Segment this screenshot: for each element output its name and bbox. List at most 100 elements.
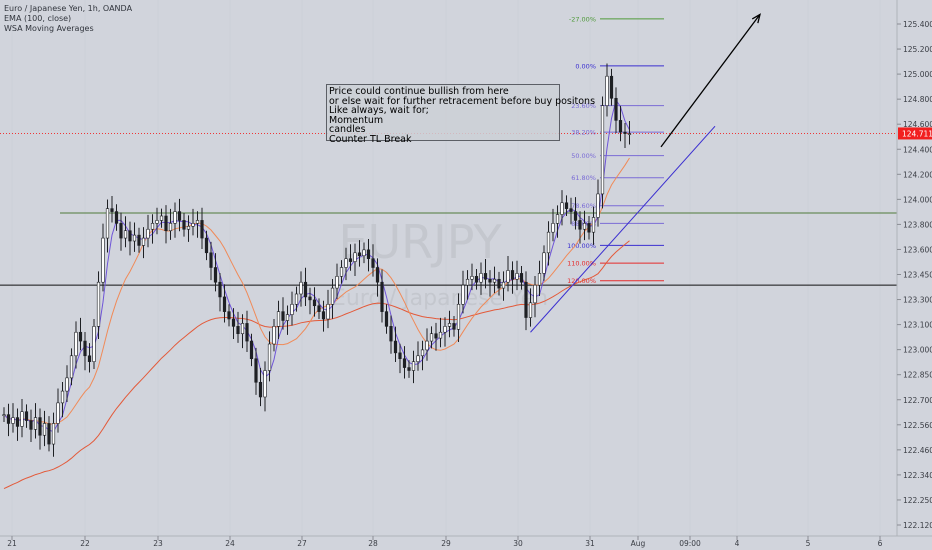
candle-body	[42, 423, 47, 436]
candle-body	[213, 267, 218, 283]
candle-body	[155, 220, 159, 224]
indicator-wsa[interactable]: WSA Moving Averages	[4, 24, 94, 33]
price-tick-label: 122.700	[903, 396, 932, 405]
candle-body	[258, 381, 263, 398]
price-tick-label: 124.600	[903, 120, 932, 129]
candle-body	[33, 417, 38, 430]
candle-body	[69, 355, 74, 379]
candle-body	[591, 217, 596, 233]
candle-body	[254, 358, 258, 383]
price-tick-label: 123.450	[903, 271, 932, 280]
candle-body	[420, 349, 425, 357]
candle-body	[245, 323, 249, 342]
candle-body	[510, 270, 515, 280]
candle-body	[474, 276, 479, 283]
candle-body	[132, 234, 137, 242]
annotation-line: candles	[329, 124, 366, 136]
candle-body	[362, 249, 366, 257]
candle-body	[384, 311, 389, 327]
annotation-line: Counter TL Break	[329, 133, 412, 145]
candle-body	[560, 202, 564, 215]
candle-body	[596, 193, 600, 218]
candle-body	[555, 214, 560, 224]
fib-level-label: 0.00%	[575, 62, 596, 70]
candle-body	[402, 358, 407, 368]
candle-body	[164, 215, 168, 232]
price-tick-label: 122.460	[903, 446, 932, 455]
time-axis[interactable]: 21 22 23 24 27 28 29 30 31 Aug 09:00 4 5 6	[7, 536, 883, 548]
candle-body	[11, 417, 15, 424]
price-tick-label: 122.560	[903, 421, 932, 430]
time-tick-label: 31	[585, 539, 595, 548]
candle-body	[497, 278, 501, 289]
candle-body	[416, 355, 420, 362]
candle-body	[519, 273, 524, 283]
current-price-tag	[898, 127, 932, 140]
candle-body	[123, 230, 128, 239]
candle-body	[177, 211, 182, 221]
price-tick-label: 122.250	[903, 496, 932, 505]
candle-body	[470, 276, 474, 280]
time-tick-label: 09:00	[679, 539, 701, 548]
candle-body	[546, 231, 551, 254]
candle-body	[317, 305, 321, 312]
candle-body	[389, 326, 393, 342]
fib-level-label: 100.00%	[567, 242, 596, 250]
candle-body	[47, 423, 51, 445]
candle-body	[614, 97, 618, 121]
candle-body	[56, 402, 60, 424]
chart-legend: Euro / Japanese Yen, 1h, OANDA EMA (100,…	[4, 4, 132, 34]
candle-body	[371, 258, 375, 268]
candle-body	[411, 361, 416, 371]
candle-body	[479, 273, 483, 283]
annotation-box[interactable]: Price could continue bullish from here o…	[326, 84, 595, 144]
candle-body	[578, 220, 582, 230]
candle-body	[447, 323, 452, 327]
time-tick-label: 23	[153, 539, 163, 548]
candle-body	[209, 252, 213, 268]
candle-body	[182, 220, 186, 230]
candle-body	[38, 417, 42, 436]
candle-body	[78, 331, 83, 342]
annotation-line: Like always, wait for;	[329, 105, 429, 117]
candle-body	[114, 211, 119, 224]
candle-body	[191, 223, 195, 227]
candle-body	[618, 120, 623, 133]
symbol-title[interactable]: Euro / Japanese Yen, 1h, OANDA	[4, 4, 133, 13]
candle-body	[96, 281, 101, 327]
price-tick-label: 124.000	[903, 195, 932, 204]
candle-body	[515, 273, 519, 280]
annotation-line: Momentum	[329, 114, 384, 126]
time-tick-label: 27	[297, 539, 307, 548]
time-tick-label: 30	[513, 539, 523, 548]
candle-body	[281, 311, 285, 321]
candle-body	[551, 223, 555, 233]
horizontal-levels: 124.711	[0, 127, 932, 286]
candle-body	[321, 311, 326, 320]
time-tick-label: 24	[225, 539, 235, 548]
candle-body	[267, 343, 272, 371]
candle-body	[506, 270, 510, 283]
candle-body	[24, 411, 29, 421]
price-tick-label: 122.120	[903, 521, 932, 530]
candle-body	[335, 276, 339, 289]
candle-body	[51, 423, 56, 445]
watermark-symbol: EURJPY	[338, 215, 502, 269]
candle-body	[6, 414, 11, 424]
candle-body	[609, 75, 614, 99]
candle-body	[236, 326, 240, 335]
candle-body	[366, 249, 371, 259]
price-tick-label: 123.000	[903, 346, 932, 355]
price-axis[interactable]: 125.400 125.200 125.000 124.800 124.600 124.4…	[897, 20, 932, 530]
time-tick-label: 6	[878, 539, 883, 548]
candle-body	[173, 211, 177, 224]
time-tick-label: 5	[806, 539, 811, 548]
price-tick-label: 124.800	[903, 95, 932, 104]
price-tick-label: 124.400	[903, 145, 932, 154]
indicator-ema[interactable]: EMA (100, close)	[4, 14, 72, 23]
candle-body	[587, 223, 591, 233]
price-tick-label: 125.400	[903, 20, 932, 29]
candle-body	[375, 267, 380, 283]
price-tick-label: 125.200	[903, 45, 932, 54]
candle-body	[488, 278, 492, 283]
